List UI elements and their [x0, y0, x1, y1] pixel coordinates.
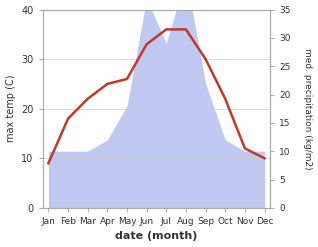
Y-axis label: med. precipitation (kg/m2): med. precipitation (kg/m2)	[303, 48, 313, 169]
X-axis label: date (month): date (month)	[115, 231, 198, 242]
Y-axis label: max temp (C): max temp (C)	[5, 75, 16, 143]
